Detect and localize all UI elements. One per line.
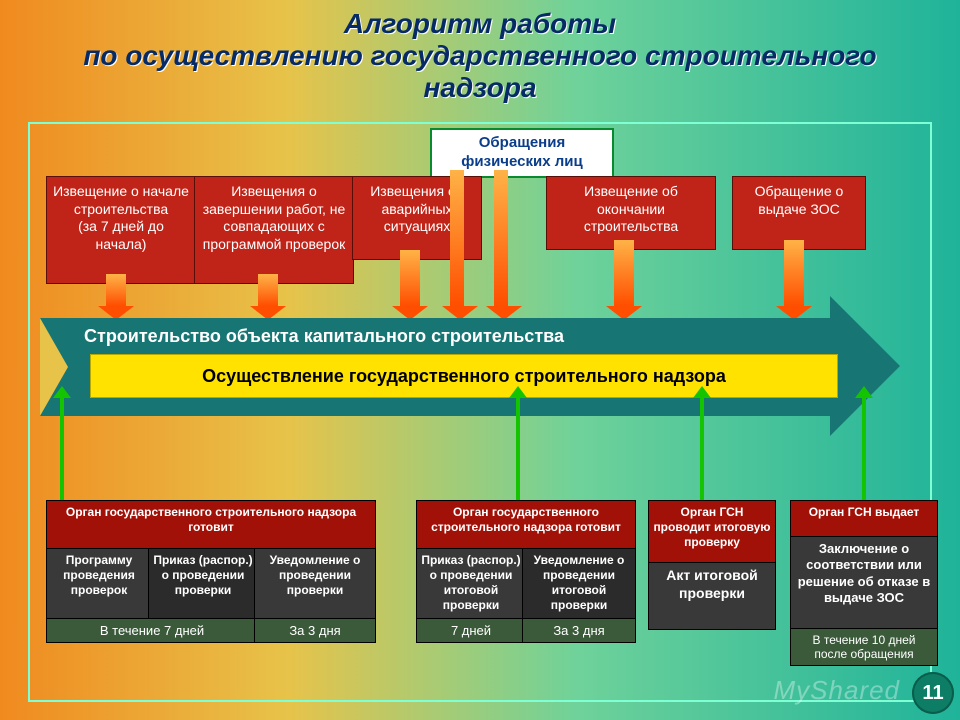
b2-foot-1: 7 дней [416, 618, 526, 643]
watermark: MyShared [774, 675, 901, 706]
slide-title: Алгоритм работы по осуществлению государ… [0, 8, 960, 105]
down-arrow-3 [400, 250, 420, 306]
green-line-b2 [516, 396, 520, 512]
title-line3: надзора [423, 72, 536, 103]
b1-cell-1: Программу проведения проверок [46, 548, 152, 622]
b1-cell-3: Уведомление о проведении проверки [254, 548, 376, 622]
b3-cell: Акт итоговой проверки [648, 562, 776, 630]
green-line-b3 [700, 396, 704, 512]
b2-foot-2: За 3 дня [522, 618, 636, 643]
b2-cell-1: Приказ (распор.) о проведении итоговой п… [416, 548, 526, 622]
title-line2: по осуществлению государственного строит… [83, 40, 876, 71]
b2-head: Орган государственного строительного над… [416, 500, 636, 552]
down-arrow-5 [784, 240, 804, 306]
down-arrow-3c [494, 170, 508, 306]
top-box-2: Извещения о завершении работ, не совпада… [194, 176, 354, 284]
green-tip-b2 [509, 386, 527, 398]
top-box-4: Извещение об окончании строительства [546, 176, 716, 250]
green-line-b4 [862, 396, 866, 512]
green-tip-b3 [693, 386, 711, 398]
green-tip-b4 [855, 386, 873, 398]
page-number-badge: 11 [912, 672, 954, 714]
top-box-5: Обращение о выдаче ЗОС [732, 176, 866, 250]
b4-foot: В течение 10 дней после обращения [790, 628, 938, 666]
title-line1: Алгоритм работы [344, 8, 616, 39]
arrow-yellow-bar: Осуществление государственного строитель… [90, 354, 838, 398]
b4-cell: Заключение о соответствии или решение об… [790, 536, 938, 632]
green-tip-b1 [53, 386, 71, 398]
b1-head: Орган государственного строительного над… [46, 500, 376, 552]
b3-head: Орган ГСН проводит итоговую проверку [648, 500, 776, 566]
slide: Алгоритм работы по осуществлению государ… [0, 0, 960, 720]
down-arrow-2 [258, 274, 278, 306]
b1-foot-2: За 3 дня [254, 618, 376, 643]
top-box-1: Извещение о начале строительства (за 7 д… [46, 176, 196, 284]
b1-cell-2: Приказ (распор.) о проведении проверки [148, 548, 258, 622]
b1-foot-1: В течение 7 дней [46, 618, 258, 643]
down-arrow-1 [106, 274, 126, 306]
b2-cell-2: Уведомление о проведении итоговой провер… [522, 548, 636, 622]
b4-head: Орган ГСН выдает [790, 500, 938, 540]
down-arrow-3b [450, 170, 464, 306]
arrow-upper-label: Строительство объекта капитального строи… [84, 326, 564, 347]
down-arrow-4 [614, 240, 634, 306]
